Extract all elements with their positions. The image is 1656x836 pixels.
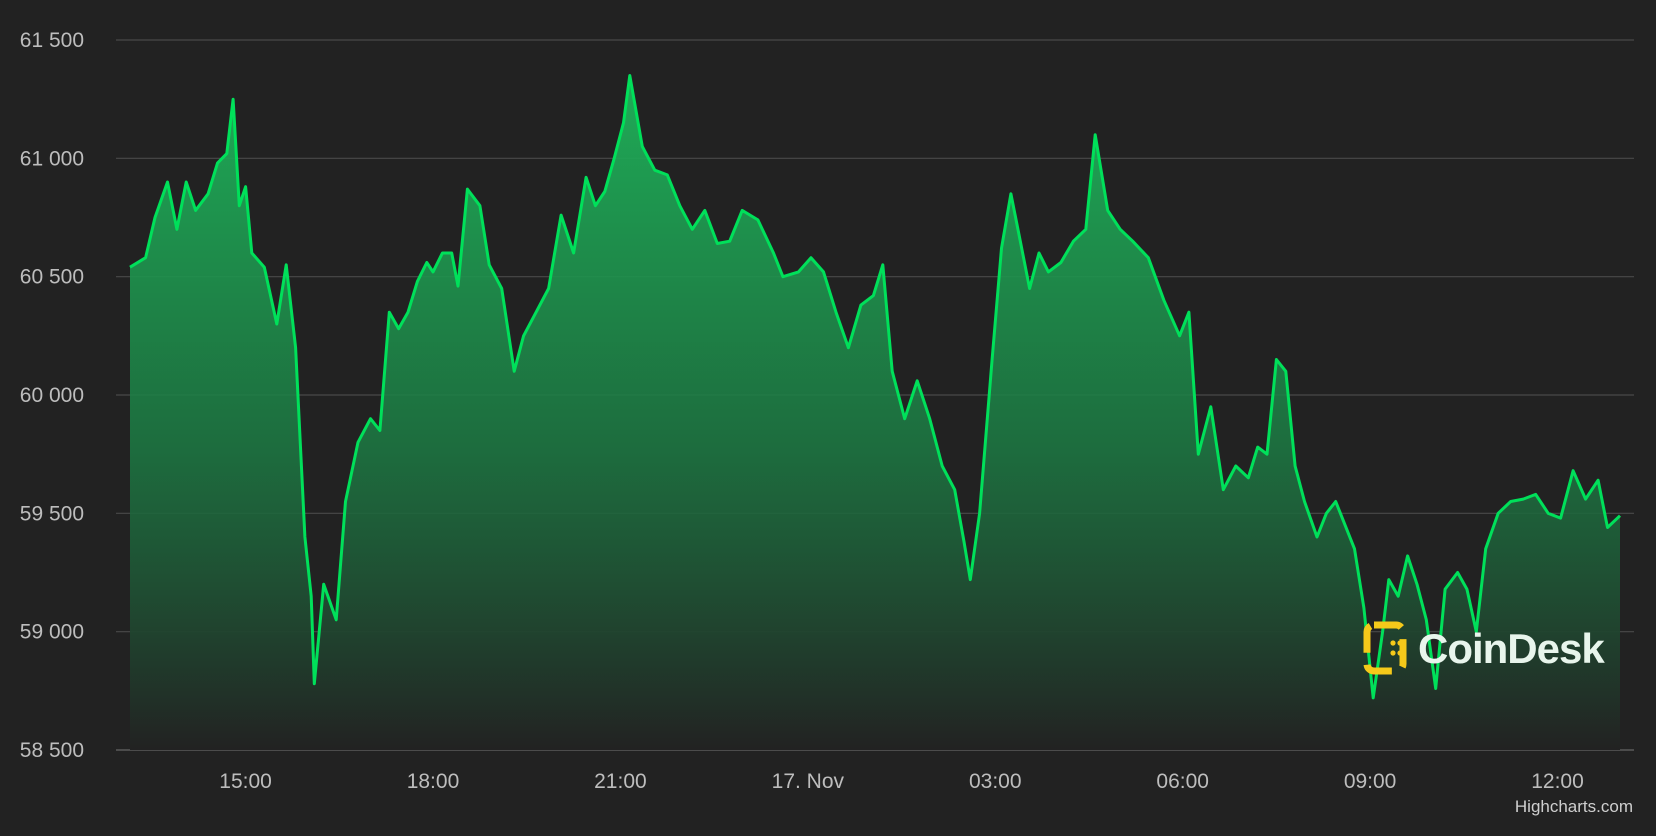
- x-tick-label: 06:00: [1156, 770, 1209, 793]
- x-axis-tick-labels: 15:00 18:00 21:00 17. Nov 03:00 06:00 09:00 12:…: [219, 770, 1584, 793]
- coindesk-logo: CoinDesk: [1363, 621, 1606, 675]
- x-tick-label: 12:00: [1531, 770, 1584, 793]
- x-tick-label: 21:00: [594, 770, 647, 793]
- x-tick-label: 09:00: [1344, 770, 1397, 793]
- y-tick-label: 59 000: [20, 621, 84, 644]
- coindesk-logo-text: CoinDesk: [1418, 625, 1605, 672]
- x-tick-label: 18:00: [407, 770, 460, 793]
- y-tick-label: 58 500: [20, 739, 84, 762]
- y-axis-tick-labels: 58 500 59 000 59 500 60 000 60 500 61 000 61 5…: [20, 29, 84, 762]
- coindesk-mark-icon: [1363, 621, 1407, 675]
- x-tick-label: 03:00: [969, 770, 1022, 793]
- y-tick-label: 60 000: [20, 384, 84, 407]
- x-tick-label: 17. Nov: [772, 770, 845, 793]
- area-series: [129, 74, 1622, 750]
- highcharts-credit-link[interactable]: Highcharts.com: [1515, 797, 1633, 816]
- y-tick-label: 61 000: [20, 147, 84, 170]
- price-area-fill: [130, 75, 1620, 750]
- x-tick-label: 15:00: [219, 770, 272, 793]
- price-line: [129, 74, 1622, 700]
- y-tick-label: 60 500: [20, 266, 84, 289]
- y-tick-label: 61 500: [20, 29, 84, 52]
- y-tick-label: 59 500: [20, 502, 84, 525]
